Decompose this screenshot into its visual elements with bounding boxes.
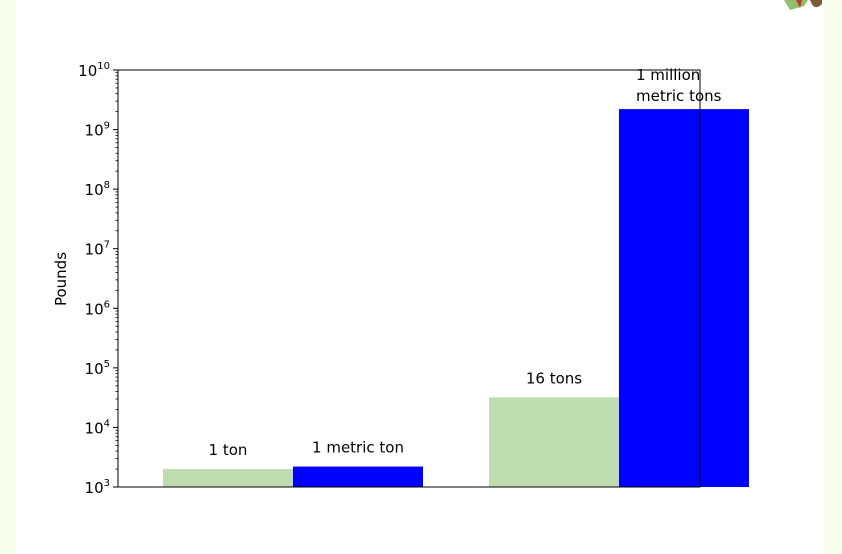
bar-chart: 1 ton 1 metric ton 16 tons 1 million metric … bbox=[52, 61, 749, 497]
y-tick-label: 109 bbox=[85, 121, 110, 140]
bar-2 bbox=[489, 397, 619, 487]
y-tick-label: 1010 bbox=[78, 61, 110, 80]
y-tick-label: 106 bbox=[85, 299, 110, 318]
y-axis-label: Pounds bbox=[52, 252, 70, 306]
bar-1-label: 1 metric ton bbox=[312, 439, 404, 457]
y-tick-label: 104 bbox=[85, 418, 110, 437]
bar-labels-layer: 1 ton 1 metric ton 16 tons 1 million metric … bbox=[209, 66, 722, 459]
bar-3 bbox=[619, 109, 749, 488]
axes-frame bbox=[117, 69, 701, 488]
bar-2-label: 16 tons bbox=[526, 369, 582, 387]
y-tick-label: 105 bbox=[85, 359, 110, 378]
y-ticks-layer: 103 104 105 106 107 108 109 1010 bbox=[78, 61, 118, 497]
bars-layer bbox=[163, 109, 749, 488]
y-tick-label: 108 bbox=[85, 180, 110, 199]
bar-3-label-line-1: metric tons bbox=[636, 87, 722, 105]
bar-0-label: 1 ton bbox=[209, 441, 248, 459]
figure-panel: 1 ton 1 metric ton 16 tons 1 million metric … bbox=[16, 0, 824, 554]
y-tick-label: 107 bbox=[85, 240, 110, 259]
partial-illustration-icon bbox=[784, 0, 822, 10]
bar-3-label-line-0: 1 million bbox=[636, 66, 700, 84]
bar-1 bbox=[293, 466, 423, 487]
y-tick-label: 103 bbox=[85, 478, 110, 497]
bar-0 bbox=[163, 469, 293, 487]
